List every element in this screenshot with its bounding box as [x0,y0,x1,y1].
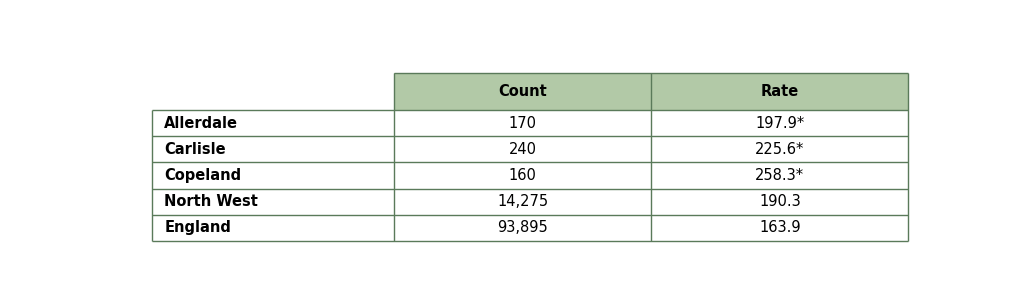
Text: 225.6*: 225.6* [755,142,804,157]
Text: 160: 160 [508,168,537,183]
Text: 93,895: 93,895 [497,220,548,235]
Bar [152,162,394,189]
Bar [394,215,651,241]
Text: Carlisle: Carlisle [164,142,226,157]
Text: Allerdale: Allerdale [164,116,238,131]
Text: 240: 240 [508,142,537,157]
Text: Copeland: Copeland [164,168,241,183]
Bar [651,162,908,189]
Bar [651,189,908,215]
Text: North West: North West [164,194,258,209]
Text: 258.3*: 258.3* [755,168,804,183]
Text: 170: 170 [508,116,537,131]
Text: 197.9*: 197.9* [755,116,804,131]
Text: England: England [164,220,231,235]
Bar [651,136,908,162]
Bar [152,73,394,110]
Bar [651,215,908,241]
Bar [394,189,651,215]
Bar [152,215,394,241]
Bar [152,110,394,136]
Bar [394,73,651,110]
Bar [394,136,651,162]
Bar [394,162,651,189]
Bar [152,136,394,162]
Bar [152,189,394,215]
Text: 163.9: 163.9 [759,220,801,235]
Bar [651,110,908,136]
Text: Count: Count [498,84,547,99]
Bar [394,110,651,136]
Text: 14,275: 14,275 [497,194,548,209]
Text: 190.3: 190.3 [759,194,801,209]
Bar [651,73,908,110]
Text: Rate: Rate [761,84,799,99]
